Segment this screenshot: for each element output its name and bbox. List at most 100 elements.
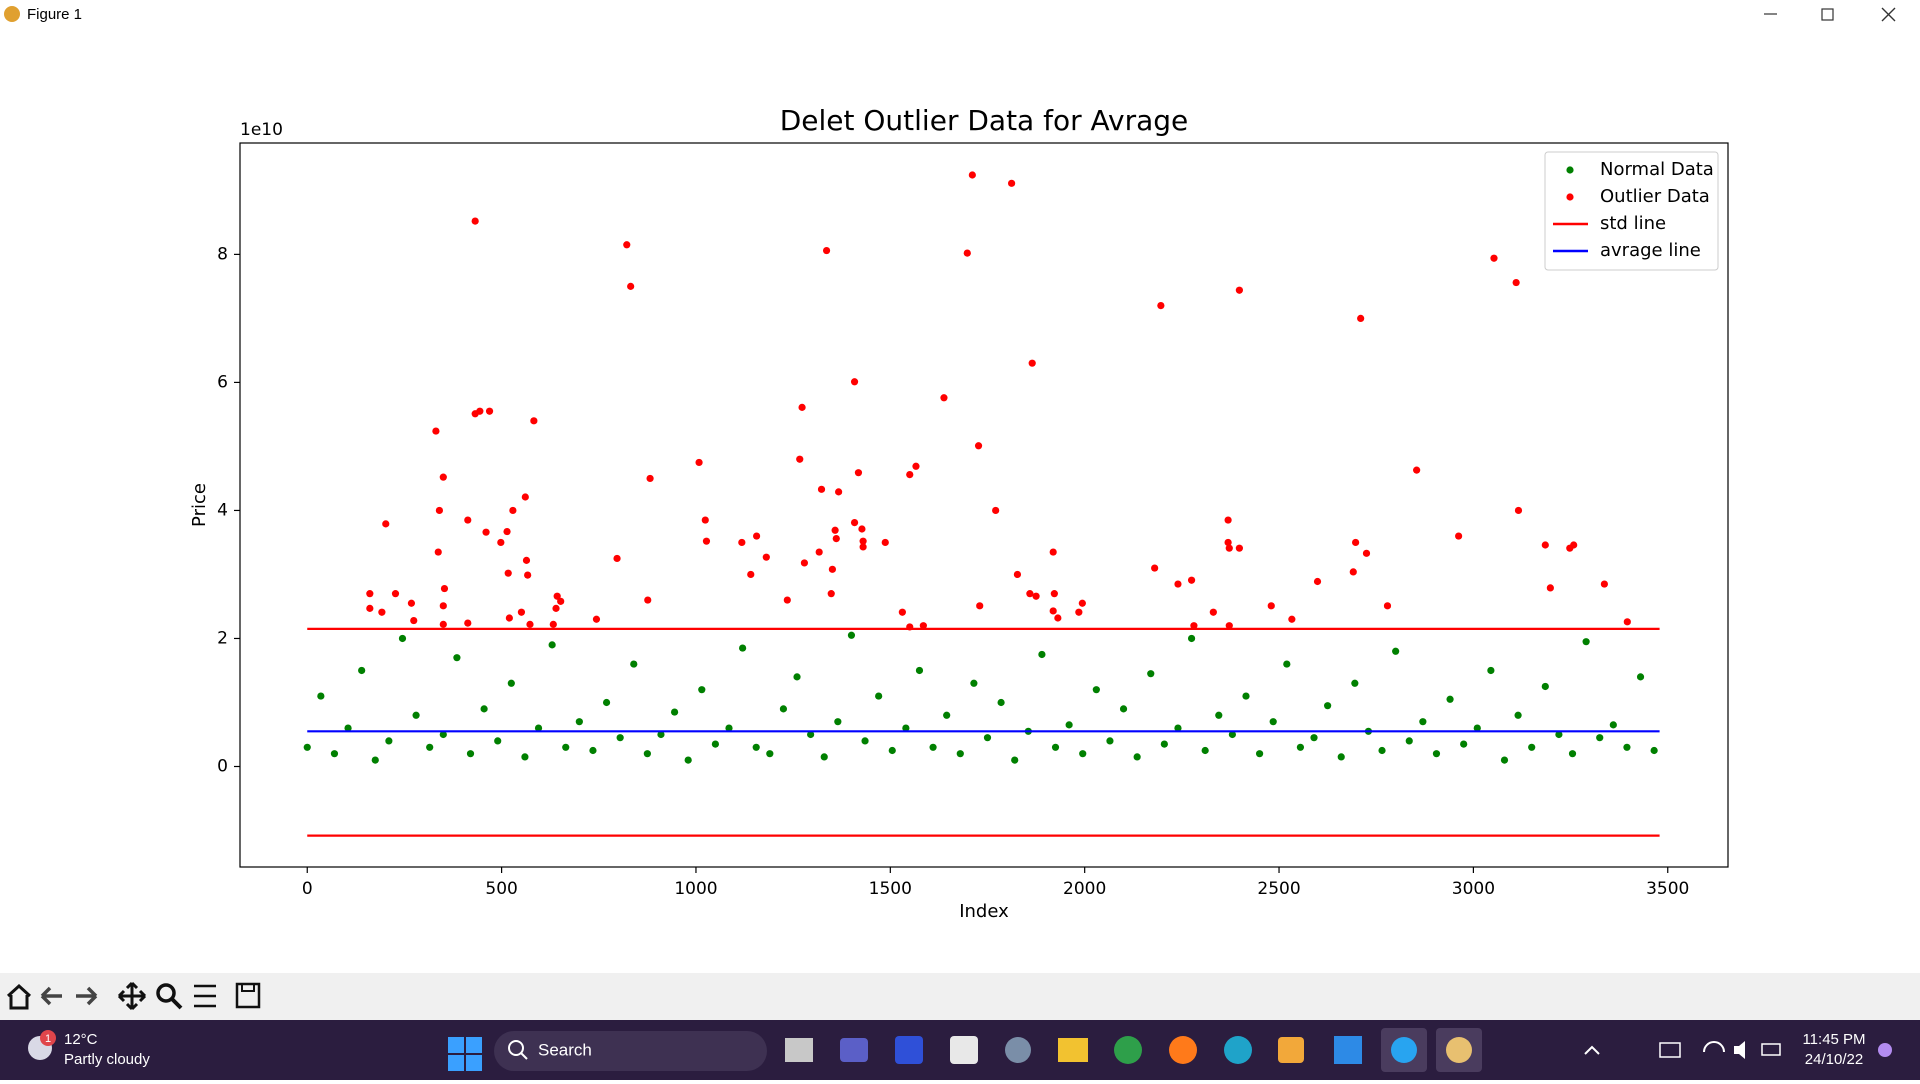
app-store[interactable] xyxy=(950,1036,978,1064)
app-firefox[interactable] xyxy=(1169,1036,1197,1064)
scatter-point xyxy=(330,750,339,758)
scatter-point xyxy=(1636,673,1645,681)
scatter-point xyxy=(1209,608,1217,616)
scatter-point xyxy=(1473,724,1481,732)
scatter-point xyxy=(747,570,755,579)
scatter-point xyxy=(1133,753,1141,761)
y-tick-label: 8 xyxy=(217,244,228,264)
scatter-point xyxy=(1500,756,1509,764)
keyboard-icon[interactable] xyxy=(1659,1042,1681,1058)
scatter-point xyxy=(575,718,583,726)
scatter-point xyxy=(1187,634,1196,643)
scatter-point xyxy=(643,750,651,758)
scatter-point xyxy=(807,730,815,739)
app-edge[interactable] xyxy=(1224,1036,1252,1064)
scatter-point xyxy=(956,750,964,758)
scatter-point xyxy=(850,378,859,386)
scatter-point xyxy=(644,596,652,604)
app-media[interactable] xyxy=(1278,1037,1304,1063)
scatter-point xyxy=(783,596,791,604)
taskbar-apps xyxy=(785,1028,1482,1072)
scatter-point xyxy=(1007,179,1016,187)
scatter-point xyxy=(552,604,560,612)
scatter-point xyxy=(1201,746,1209,755)
app-explorer[interactable] xyxy=(1058,1038,1088,1062)
scatter-point xyxy=(1351,679,1359,687)
notifications[interactable] xyxy=(1878,1043,1892,1057)
app-chrome[interactable] xyxy=(1114,1036,1142,1064)
app-vscode[interactable] xyxy=(1334,1036,1362,1064)
scatter-point xyxy=(822,246,831,255)
wifi-icon[interactable] xyxy=(1703,1041,1725,1053)
window-title: Figure 1 xyxy=(27,6,82,23)
scatter-point xyxy=(494,737,502,745)
scatter-point xyxy=(1324,702,1332,710)
axes-frame xyxy=(239,142,1729,868)
y-tick-label: 0 xyxy=(217,756,228,776)
restore-button[interactable] xyxy=(1821,8,1834,21)
scatter-point xyxy=(507,679,515,687)
scatter-point xyxy=(344,724,352,732)
scatter-point xyxy=(915,666,924,675)
scatter-point xyxy=(1187,576,1196,584)
scatter-point xyxy=(983,734,992,742)
scatter-point xyxy=(1160,740,1168,748)
scatter-point xyxy=(1075,608,1083,616)
back-button[interactable] xyxy=(40,986,62,1006)
scatter-point xyxy=(898,608,906,616)
volume-icon[interactable] xyxy=(1734,1041,1745,1059)
scatter-point xyxy=(439,730,447,739)
scatter-point xyxy=(1049,607,1057,615)
scatter-point xyxy=(859,537,867,545)
close-button[interactable] xyxy=(1881,7,1896,22)
x-axis-label: Index xyxy=(959,901,1009,922)
zoom-button[interactable] xyxy=(156,983,176,1003)
scatter-point xyxy=(850,519,859,527)
forward-button[interactable] xyxy=(76,986,98,1006)
scatter-point xyxy=(827,590,835,598)
scatter-point xyxy=(1078,599,1086,607)
battery-icon[interactable] xyxy=(1761,1043,1781,1056)
scatter-point xyxy=(1555,730,1563,739)
tray-expand[interactable] xyxy=(1584,1045,1600,1055)
scatter-point xyxy=(1255,750,1264,758)
scatter-point xyxy=(793,673,801,681)
scatter-point xyxy=(504,569,512,577)
scatter-point xyxy=(439,602,447,610)
scatter-point xyxy=(382,520,390,528)
scatter-point xyxy=(1288,615,1296,623)
scatter-point xyxy=(466,750,475,758)
scatter-point xyxy=(670,708,679,716)
scatter-point xyxy=(1490,254,1498,262)
scatter-point xyxy=(766,750,774,758)
scatter-point xyxy=(739,644,747,652)
scatter-point xyxy=(968,171,976,179)
scatter-point xyxy=(407,599,416,607)
scatter-point xyxy=(1541,682,1549,691)
home-button[interactable] xyxy=(6,983,32,1010)
scatter-point xyxy=(1460,740,1468,748)
start-button[interactable] xyxy=(448,1037,464,1053)
search-box[interactable] xyxy=(494,1031,767,1071)
scatter-point xyxy=(1151,564,1159,572)
scatter-point xyxy=(698,686,706,694)
scatter-point xyxy=(992,506,1000,515)
scatter-point xyxy=(997,698,1005,707)
scatter-point xyxy=(1174,580,1182,588)
scatter-point xyxy=(1235,286,1243,294)
pan-button[interactable] xyxy=(117,981,147,1011)
app-teams[interactable] xyxy=(840,1038,868,1062)
scatter-point xyxy=(702,537,711,545)
scatter-point xyxy=(831,526,839,534)
scatter-point xyxy=(485,407,494,415)
scatter-point xyxy=(464,619,472,627)
scatter-point xyxy=(1079,750,1087,758)
scatter-point xyxy=(482,528,490,536)
app-settings[interactable] xyxy=(1005,1037,1031,1063)
configure-button[interactable] xyxy=(194,984,216,1008)
app-task-view[interactable] xyxy=(785,1038,813,1062)
scatter-point xyxy=(398,634,407,643)
app-editor[interactable] xyxy=(895,1036,923,1064)
scatter-point xyxy=(1349,568,1357,576)
scatter-point xyxy=(738,538,746,547)
